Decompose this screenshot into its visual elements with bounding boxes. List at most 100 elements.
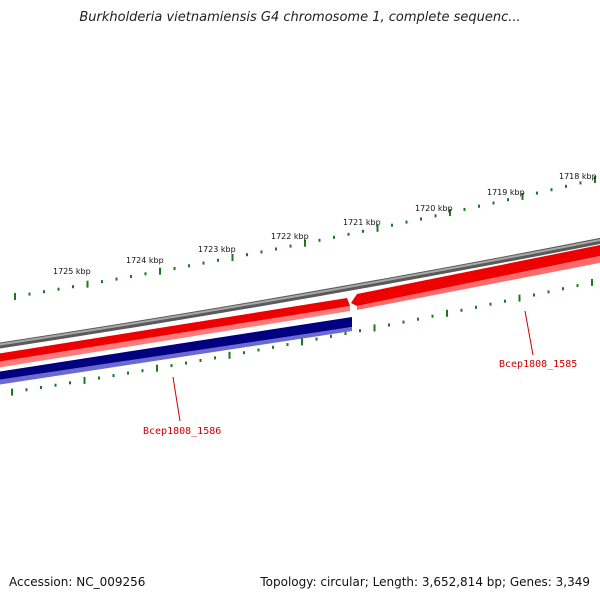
- minor-tick: [170, 364, 173, 368]
- minor-tick: [257, 348, 260, 352]
- minor-tick: [40, 386, 42, 389]
- minor-tick: [141, 369, 144, 373]
- minor-tick: [144, 272, 147, 276]
- minor-tick: [112, 374, 115, 378]
- gene-body-shadow: [0, 306, 350, 368]
- major-tick: [373, 324, 376, 332]
- kbp-label: 1724 kbp: [126, 256, 164, 265]
- minor-tick: [315, 337, 318, 341]
- kbp-label: 1725 kbp: [53, 267, 91, 276]
- minor-tick: [547, 290, 550, 294]
- major-tick: [159, 267, 161, 275]
- major-tick: [521, 192, 524, 200]
- minor-tick: [25, 388, 28, 392]
- gene-arrow[interactable]: [351, 243, 600, 306]
- minor-tick: [402, 320, 405, 324]
- gene-label-bcep1808-1586[interactable]: Bcep1808_1586: [143, 426, 221, 437]
- minor-tick: [43, 290, 45, 294]
- minor-tick: [463, 207, 466, 211]
- major-tick: [594, 176, 596, 183]
- minor-tick: [260, 250, 263, 254]
- map-title: Burkholderia vietnamiensis G4 chromosome…: [79, 10, 521, 25]
- minor-tick: [115, 277, 118, 281]
- minor-tick: [562, 287, 564, 291]
- minor-tick: [275, 247, 277, 251]
- major-tick: [446, 309, 448, 317]
- major-tick: [228, 351, 231, 359]
- minor-tick: [185, 361, 187, 365]
- gene-bcep1808-1585[interactable]: [351, 243, 600, 310]
- minor-tick: [507, 198, 509, 202]
- gene-reverse-strand[interactable]: [0, 317, 352, 386]
- minor-tick: [28, 292, 31, 296]
- minor-tick: [579, 181, 582, 185]
- minor-tick: [318, 238, 321, 242]
- minor-tick: [565, 184, 567, 188]
- minor-tick: [199, 359, 202, 362]
- major-tick: [376, 224, 379, 232]
- major-tick: [301, 338, 303, 346]
- leader-line: [524, 310, 534, 356]
- gene-label-bcep1808-1585[interactable]: Bcep1808_1585: [499, 359, 577, 370]
- gene-bcep1808-1586[interactable]: [0, 298, 350, 369]
- kbp-label: 1722 kbp: [271, 232, 309, 241]
- major-tick: [231, 254, 234, 261]
- major-tick: [11, 388, 13, 396]
- minor-tick: [217, 258, 219, 262]
- minor-tick: [101, 280, 103, 284]
- minor-tick: [344, 332, 347, 335]
- minor-tick: [69, 381, 71, 385]
- minor-tick: [533, 293, 535, 297]
- minor-tick: [188, 264, 190, 268]
- minor-tick: [359, 329, 361, 333]
- minor-tick: [388, 323, 390, 327]
- major-tick: [86, 280, 89, 288]
- kbp-label: 1718 kbp: [559, 172, 597, 181]
- kbp-labels: 1725 kbp 1724 kbp 1723 kbp 1722 kbp 1721…: [53, 172, 597, 276]
- minor-tick: [550, 188, 553, 192]
- outer-tick-track: [14, 176, 596, 300]
- major-tick: [304, 239, 306, 247]
- minor-tick: [347, 232, 350, 236]
- minor-tick: [272, 345, 274, 349]
- minor-tick: [202, 261, 205, 265]
- minor-tick: [489, 302, 492, 306]
- minor-tick: [127, 371, 129, 375]
- backbone-ring-highlight: [0, 238, 600, 346]
- kbp-label: 1719 kbp: [487, 188, 525, 197]
- kbp-label: 1720 kbp: [415, 204, 453, 213]
- minor-tick: [246, 253, 248, 257]
- minor-tick: [417, 317, 419, 321]
- accession-text: Accession: NC_009256: [9, 575, 146, 589]
- gene-body[interactable]: [0, 317, 352, 383]
- kbp-label: 1723 kbp: [198, 245, 236, 254]
- minor-tick: [475, 305, 477, 309]
- major-tick: [156, 364, 158, 372]
- minor-tick: [434, 214, 437, 218]
- major-tick: [83, 376, 86, 384]
- minor-tick: [431, 314, 434, 318]
- inner-tick-track: [11, 278, 593, 396]
- minor-tick: [362, 229, 364, 233]
- minor-tick: [173, 267, 176, 270]
- minor-tick: [420, 217, 422, 221]
- minor-tick: [504, 299, 506, 303]
- minor-tick: [286, 343, 289, 347]
- minor-tick: [391, 223, 393, 227]
- minor-tick: [460, 308, 463, 312]
- major-tick: [591, 278, 593, 286]
- minor-tick: [289, 244, 292, 248]
- major-tick: [14, 293, 16, 300]
- minor-tick: [54, 383, 57, 387]
- minor-tick: [405, 220, 408, 224]
- minor-tick: [214, 356, 216, 360]
- minor-tick: [98, 376, 100, 380]
- minor-tick: [243, 351, 245, 355]
- minor-tick: [72, 285, 74, 289]
- minor-tick: [492, 201, 495, 205]
- minor-tick: [130, 275, 132, 278]
- minor-tick: [333, 235, 335, 239]
- topology-summary: Topology: circular; Length: 3,652,814 bp…: [260, 575, 590, 589]
- minor-tick: [576, 284, 579, 288]
